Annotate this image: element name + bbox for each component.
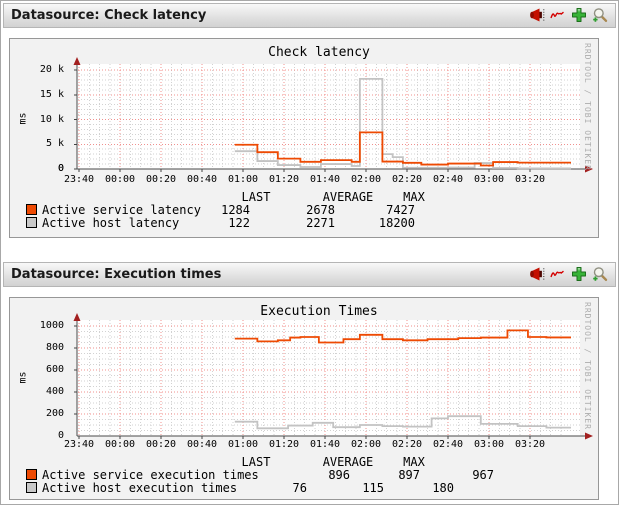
- legend-value-average: 897: [398, 468, 420, 482]
- x-axis-tick-label: 01:20: [268, 174, 300, 185]
- legend-label: Active service execution times: [42, 468, 259, 482]
- y-axis-tick-label: 800: [45, 342, 64, 353]
- x-axis-tick-label: 00:20: [145, 439, 177, 450]
- graph-icon[interactable]: [550, 7, 568, 25]
- zoom-in-icon[interactable]: [592, 266, 610, 284]
- check-latency-chart: [73, 57, 593, 173]
- megaphone-icon[interactable]: [529, 266, 547, 284]
- y-axis-tick-label: 5 k: [45, 138, 64, 150]
- add-icon[interactable]: [571, 266, 589, 284]
- x-axis-tick-label: 00:40: [186, 439, 218, 450]
- legend-value-average: 115: [362, 481, 384, 495]
- legend-column-max: MAX: [403, 455, 425, 469]
- legend-value-max: 967: [472, 468, 494, 482]
- legend-column-average: AVERAGE: [322, 190, 374, 204]
- x-axis-tick-label: 01:40: [309, 174, 341, 185]
- y-axis-tick-label: 1000: [39, 320, 64, 331]
- x-axis-tick-label: 00:00: [104, 439, 136, 450]
- rrdtool-watermark: RRDTOOL / TOBI OETIKER: [583, 302, 592, 430]
- legend-row: Active host execution times 76 115 180: [10, 481, 598, 495]
- legend-value-last: 122: [228, 216, 250, 230]
- y-axis-tick-label: 200: [45, 408, 64, 419]
- y-axis-tick-label: 20 k: [39, 64, 64, 75]
- x-axis-tick-label: 01:00: [227, 439, 259, 450]
- x-axis-tick-label: 03:00: [473, 439, 505, 450]
- legend-value-last: 896: [328, 468, 350, 482]
- legend-label: Active service latency: [42, 203, 201, 217]
- header-action-icons: [529, 7, 610, 25]
- x-axis-tick-label: 01:00: [227, 174, 259, 185]
- graph-icon[interactable]: [550, 266, 568, 284]
- y-axis-tick-label: 0: [57, 163, 64, 174]
- legend-value-max: 18200: [378, 216, 415, 230]
- legend-value-last: 76: [292, 481, 307, 495]
- panel-title: Datasource: Execution times: [11, 267, 222, 282]
- x-axis-tick-label: 02:20: [391, 174, 423, 185]
- x-axis-tick-label: 03:00: [473, 174, 505, 185]
- legend-swatch: [26, 469, 37, 480]
- panel-header-check-latency: Datasource: Check latency: [3, 3, 616, 28]
- legend-swatch: [26, 204, 37, 215]
- y-axis-tick-label: 0: [57, 163, 64, 174]
- y-axis-tick-label: 15 k: [39, 88, 64, 100]
- add-icon[interactable]: [571, 7, 589, 25]
- legend-row: Active service latency 1284 2678 7427: [10, 203, 598, 217]
- rrdtool-watermark: RRDTOOL / TOBI OETIKER: [583, 43, 592, 171]
- x-axis-tick-label: 00:40: [186, 174, 218, 185]
- legend-value-last: 1284: [221, 203, 250, 217]
- legend-label: Active host execution times: [42, 481, 238, 495]
- rrd-graph-execution-times: Execution Times ms RRDTOOL / TOBI OETIKE…: [9, 297, 599, 500]
- legend-value-average: 2678: [306, 203, 335, 217]
- legend-column-last: LAST: [241, 455, 271, 469]
- y-axis-tick-label: 10 k: [39, 113, 64, 125]
- legend-swatch: [26, 482, 37, 493]
- y-axis-tick-label: 400: [45, 386, 64, 397]
- legend-column-average: AVERAGE: [322, 455, 374, 469]
- x-axis-tick-label: 03:20: [514, 439, 546, 450]
- panel-title: Datasource: Check latency: [11, 8, 207, 23]
- zoom-in-icon[interactable]: [592, 7, 610, 25]
- legend-swatch: [26, 217, 37, 228]
- legend-label: Active host latency: [42, 216, 180, 230]
- legend-column-max: MAX: [403, 190, 425, 204]
- megaphone-icon[interactable]: [529, 7, 547, 25]
- x-axis-tick-label: 23:40: [63, 439, 95, 450]
- legend-row: Active service execution times 896 897 9…: [10, 468, 598, 482]
- header-action-icons: [529, 266, 610, 284]
- panel-header-execution-times: Datasource: Execution times: [3, 262, 616, 287]
- x-axis-tick-label: 00:20: [145, 174, 177, 185]
- x-axis-tick-label: 02:00: [350, 174, 382, 185]
- x-axis-tick-label: 02:40: [432, 174, 464, 185]
- x-axis-tick-label: 03:20: [514, 174, 546, 185]
- legend-row: Active host latency 122 2271 18200: [10, 216, 598, 230]
- y-axis-tick-label: 0: [57, 430, 64, 441]
- x-axis-tick-label: 02:20: [391, 439, 423, 450]
- legend-value-average: 2271: [306, 216, 335, 230]
- legend-value-max: 7427: [386, 203, 415, 217]
- x-axis-tick-label: 02:40: [432, 439, 464, 450]
- rrd-graph-check-latency: Check latency ms RRDTOOL / TOBI OETIKER …: [9, 38, 599, 238]
- execution-times-chart: [73, 313, 593, 440]
- x-axis-tick-label: 01:20: [268, 439, 300, 450]
- x-axis-tick-label: 02:00: [350, 439, 382, 450]
- legend-column-last: LAST: [241, 190, 271, 204]
- chart-title: Execution Times: [260, 304, 378, 319]
- x-axis-tick-label: 00:00: [104, 174, 136, 185]
- legend-value-max: 180: [432, 481, 454, 495]
- x-axis-tick-label: 23:40: [63, 174, 95, 185]
- chart-title: Check latency: [268, 45, 370, 60]
- y-axis-tick-label: 600: [45, 364, 64, 375]
- x-axis-tick-label: 01:40: [309, 439, 341, 450]
